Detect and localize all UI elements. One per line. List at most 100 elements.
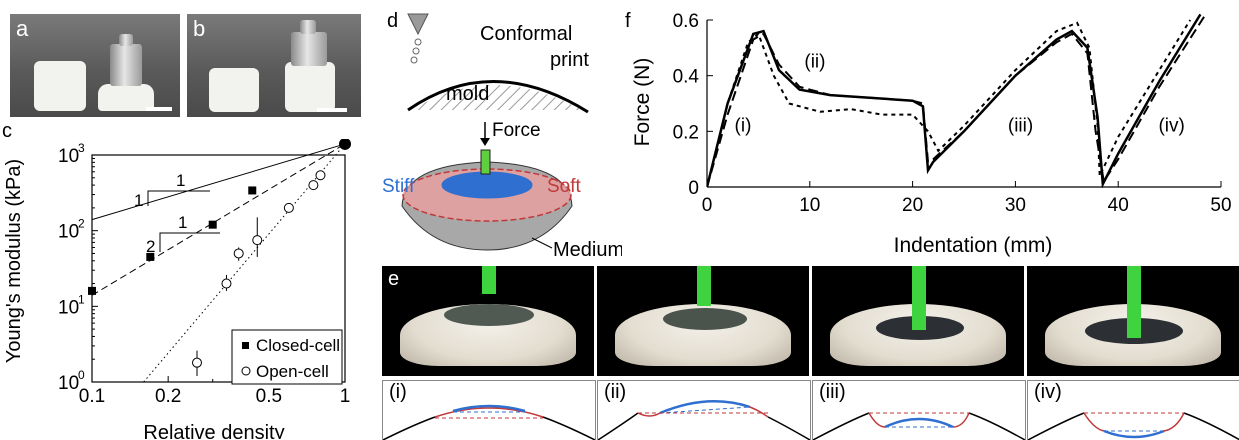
c-frame [91, 154, 346, 383]
cross-label-iv: (iv) [1034, 381, 1062, 403]
panel-d-label: d [387, 10, 399, 32]
mold [412, 85, 582, 110]
photo-e-4 [1027, 266, 1239, 376]
slope-run-1: 1 [176, 171, 185, 190]
chart-f: 0 10 20 30 40 50 0 0.2 0.4 0.6 (i) (ii) (iii) (iv) I… [631, 11, 1232, 257]
f-xtick-label: 30 [1005, 195, 1026, 216]
closed-cell-point [248, 186, 257, 195]
cross-section-iii: (iii) [812, 380, 1026, 440]
cross-label-iii: (iii) [819, 381, 846, 403]
droplet-icon [412, 47, 420, 55]
indenter-rod [1127, 266, 1141, 338]
foam-block-loaded [285, 62, 335, 112]
slope-run-2: 1 [178, 213, 187, 232]
indenter-rod [482, 266, 496, 294]
open-cell-point [252, 235, 263, 246]
medium-label: Medium [553, 239, 622, 261]
scale-bar [146, 107, 172, 111]
compressed-foam [98, 84, 154, 111]
droplet-icon [414, 38, 422, 46]
force-curve-dashed [707, 13, 1207, 188]
photo-e-1: e [382, 266, 594, 376]
slope-rise-2: 2 [146, 237, 155, 256]
slope-triangle-1: 1 1 [134, 171, 210, 210]
f-xtick-label: 40 [1108, 195, 1129, 216]
legend-open-marker [241, 366, 251, 376]
f-ytick-label: 0 [688, 178, 699, 199]
soft-label: Soft [547, 176, 582, 197]
dome-top [663, 308, 747, 330]
c-ytick-label: 10 [58, 146, 79, 167]
c-ytick-exponent: 0 [78, 368, 85, 382]
indenter-rod [697, 266, 711, 306]
f-ytick-label: 0.2 [673, 122, 699, 143]
closed-cell-point [208, 220, 217, 229]
panel-a-label: a [16, 16, 29, 41]
mold-label: mold [446, 83, 489, 105]
f-annotation: (i) [735, 115, 752, 136]
f-ytick-label: 0.6 [673, 11, 699, 32]
f-annotation: (ii) [804, 51, 825, 72]
f-xlabel: Indentation (mm) [894, 234, 1053, 257]
droplet-icon [410, 56, 418, 64]
open-cell-point [308, 180, 319, 191]
c-ytick-label: 10 [58, 373, 79, 394]
c-ytick-exponent: 1 [78, 292, 85, 306]
cross-label-i: (i) [389, 381, 407, 403]
weight [110, 44, 142, 86]
legend-box [231, 329, 343, 385]
force-curve-dotted [707, 19, 1192, 188]
indenter-rod [912, 266, 926, 330]
f-xtick-label: 0 [702, 195, 713, 216]
arrow-head-icon [480, 138, 490, 146]
indenter [480, 149, 491, 175]
f-xtick-label: 10 [799, 195, 820, 216]
force-curve-solid [707, 13, 1202, 188]
medium-leader [531, 237, 553, 249]
c-ytick-label: 10 [58, 297, 79, 318]
print-label: print [550, 49, 589, 71]
panel-f-label: f [625, 10, 631, 32]
cross-section-ii: (ii) [597, 380, 811, 440]
open-cell-point [221, 278, 232, 289]
conformal-print-arc [407, 80, 589, 114]
c-ylabel: Young's modulus (kPa) [3, 159, 25, 363]
open-cell-point [283, 202, 294, 213]
stiff-label: Stiff [382, 176, 415, 197]
c-ytick-exponent: 2 [78, 217, 85, 231]
scale-bar [317, 108, 347, 112]
panel-b-label: b [193, 16, 206, 41]
open-cell-point [191, 357, 202, 368]
c-xtick-label: 0.2 [155, 386, 181, 407]
c-xtick-label: 0.1 [79, 386, 105, 407]
cross-label-ii: (ii) [604, 381, 627, 403]
weight-knob [300, 20, 316, 34]
fit-line [91, 143, 346, 221]
c-ytick-exponent: 3 [78, 141, 85, 155]
photo-e-2 [597, 266, 809, 376]
dome-top [444, 304, 534, 326]
f-annotation: (iv) [1158, 115, 1184, 136]
c-xlabel: Relative density [143, 422, 284, 439]
f-annotation: (iii) [1008, 115, 1033, 136]
conformal-label: Conformal [480, 23, 572, 45]
legend-closed-label: Closed-cell [256, 336, 340, 355]
f-ylabel: Force (N) [631, 58, 654, 147]
c-ytick-label: 10 [58, 222, 79, 243]
slope-triangle-2: 2 1 [146, 213, 220, 256]
f-xtick-label: 50 [1210, 195, 1231, 216]
weight-knob [119, 34, 133, 46]
c-xtick-label: 1 [340, 386, 351, 407]
open-cell-point [315, 170, 326, 181]
photo-a: a [10, 14, 180, 117]
fit-line [91, 143, 346, 296]
force-label: Force [492, 120, 541, 141]
cross-section-i: (i) [382, 380, 596, 440]
f-ytick-label: 0.4 [673, 67, 700, 88]
closed-cell-point [146, 252, 155, 261]
photo-e-3 [812, 266, 1024, 376]
slope-rise-1: 1 [134, 191, 143, 210]
panel-c-label: c [2, 120, 12, 142]
open-cell-point [233, 248, 244, 259]
